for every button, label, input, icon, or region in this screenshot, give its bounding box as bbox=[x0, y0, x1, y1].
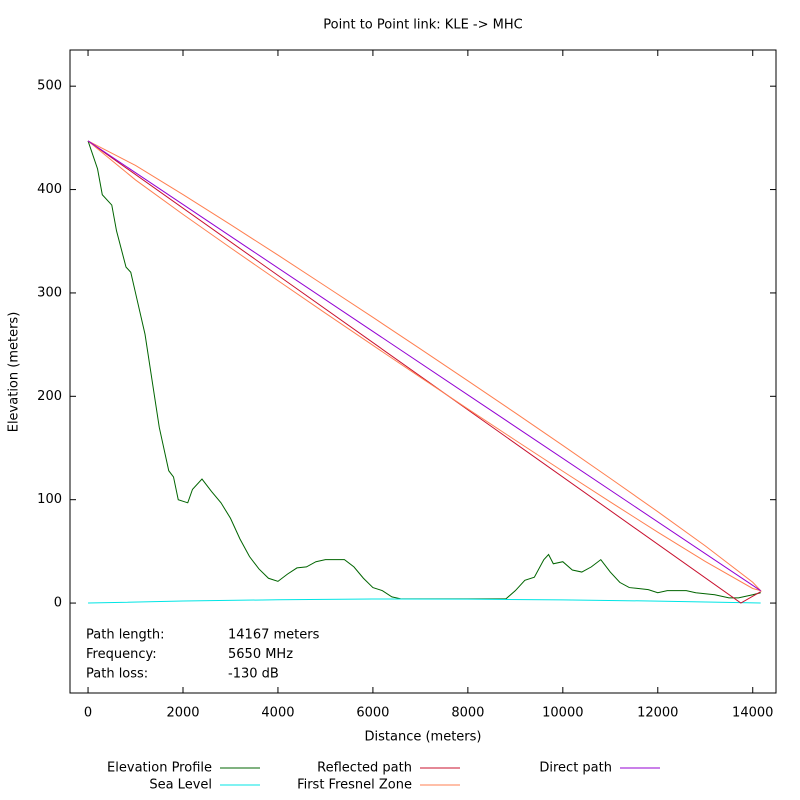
annotation-label: Path loss: bbox=[86, 667, 148, 682]
annotation-value: 5650 MHz bbox=[228, 647, 293, 662]
annotation-label: Frequency: bbox=[86, 647, 157, 662]
legend-label: Direct path bbox=[539, 761, 612, 776]
legend-label: Reflected path bbox=[317, 761, 412, 776]
x-tick-label: 8000 bbox=[451, 706, 484, 721]
x-tick-label: 4000 bbox=[261, 706, 294, 721]
legend-label: First Fresnel Zone bbox=[297, 778, 412, 793]
annotation-label: Path length: bbox=[86, 628, 165, 643]
series-line bbox=[88, 598, 761, 604]
annotation-value: 14167 meters bbox=[228, 628, 320, 643]
x-tick-label: 6000 bbox=[356, 706, 389, 721]
x-tick-label: 12000 bbox=[637, 706, 678, 721]
legend-label: Elevation Profile bbox=[107, 761, 212, 776]
plot-frame bbox=[69, 49, 777, 694]
y-tick-label: 100 bbox=[37, 492, 62, 507]
legend-label: Sea Level bbox=[149, 778, 212, 793]
y-axis-label: Elevation (meters) bbox=[7, 312, 22, 433]
annotation-value: -130 dB bbox=[228, 667, 279, 682]
x-tick-label: 0 bbox=[84, 706, 92, 721]
series-line bbox=[87, 140, 761, 604]
series-line bbox=[87, 140, 761, 600]
y-tick-label: 200 bbox=[37, 389, 62, 404]
x-tick-label: 2000 bbox=[166, 706, 199, 721]
chart-title: Point to Point link: KLE -> MHC bbox=[323, 18, 522, 33]
y-tick-label: 0 bbox=[54, 596, 62, 611]
y-tick-label: 500 bbox=[37, 79, 62, 94]
series-line bbox=[87, 140, 761, 592]
y-tick-label: 300 bbox=[37, 285, 62, 300]
y-tick-label: 400 bbox=[37, 182, 62, 197]
x-tick-label: 10000 bbox=[542, 706, 583, 721]
x-axis-label: Distance (meters) bbox=[365, 730, 482, 745]
x-tick-label: 14000 bbox=[732, 706, 773, 721]
